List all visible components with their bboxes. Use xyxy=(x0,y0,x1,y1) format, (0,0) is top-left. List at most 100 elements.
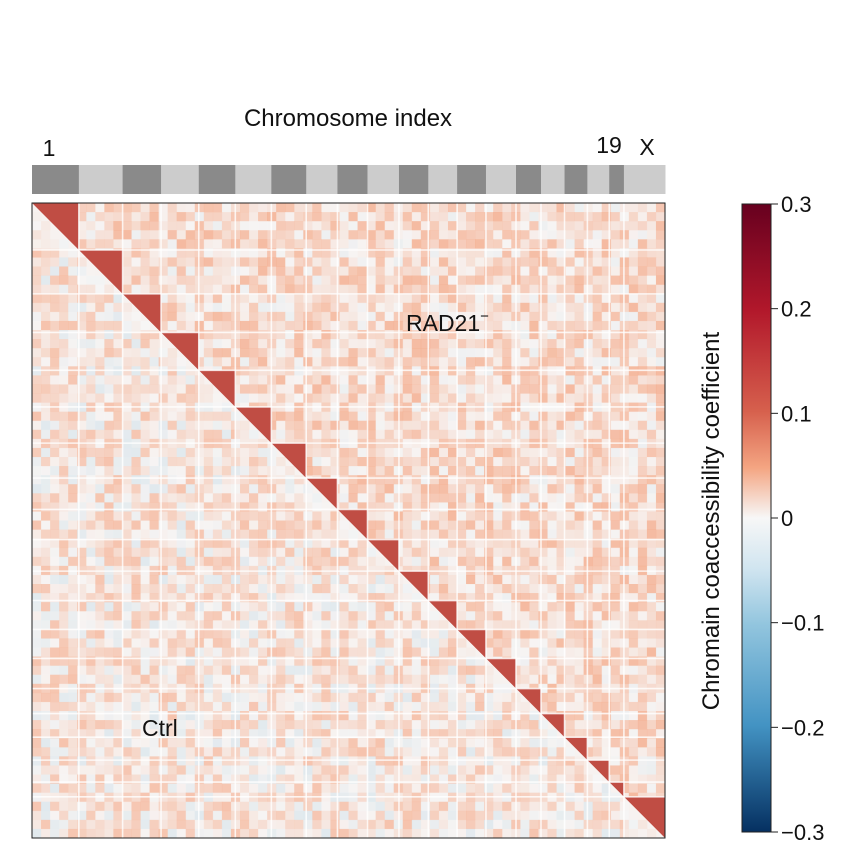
heatmap-cell xyxy=(303,248,313,258)
heatmap-cell xyxy=(628,330,639,340)
heatmap-cell xyxy=(32,720,42,730)
heatmap-cell xyxy=(520,656,530,667)
heatmap-cell xyxy=(158,411,169,422)
heatmap-cell xyxy=(447,720,458,730)
within-chromosome-block-ctrl-1 xyxy=(32,203,79,251)
heatmap-cell xyxy=(212,819,223,830)
heatmap-cell xyxy=(366,420,377,431)
heatmap-cell xyxy=(556,311,566,322)
heatmap-cell xyxy=(258,774,268,784)
heatmap-cell xyxy=(493,729,503,739)
heatmap-cell xyxy=(212,638,223,648)
heatmap-cell xyxy=(104,493,114,503)
heatmap-cell xyxy=(276,756,286,766)
heatmap-cell xyxy=(68,538,78,549)
heatmap-cell xyxy=(457,320,467,331)
heatmap-cell xyxy=(466,203,476,213)
heatmap-cell xyxy=(32,747,42,757)
heatmap-cell xyxy=(556,493,566,503)
heatmap-cell xyxy=(592,484,603,494)
heatmap-cell xyxy=(276,221,286,231)
heatmap-cell xyxy=(637,647,648,657)
heatmap-cell xyxy=(447,493,458,503)
heatmap-cell xyxy=(493,747,503,757)
heatmap-cell xyxy=(312,692,322,703)
heatmap-cell xyxy=(249,647,259,657)
heatmap-cell xyxy=(149,502,159,512)
heatmap-cell xyxy=(438,257,449,267)
heatmap-cell xyxy=(655,357,665,367)
heatmap-cell xyxy=(438,747,449,757)
heatmap-cell xyxy=(447,212,458,222)
heatmap-cell xyxy=(484,810,494,821)
heatmap-cell xyxy=(41,248,51,258)
heatmap-cell xyxy=(86,447,96,458)
heatmap-cell xyxy=(637,293,648,304)
heatmap-cell xyxy=(176,756,187,766)
heatmap-cell xyxy=(429,538,440,549)
heatmap-cell xyxy=(583,275,594,286)
heatmap-cell xyxy=(330,665,340,676)
heatmap-cell xyxy=(601,783,612,794)
heatmap-cell xyxy=(366,257,377,267)
heatmap-cell xyxy=(384,493,395,503)
heatmap-cell xyxy=(185,747,196,757)
heatmap-cell xyxy=(276,266,286,276)
heatmap-cell xyxy=(348,665,358,676)
heatmap-cell xyxy=(312,284,322,295)
heatmap-cell xyxy=(655,230,665,240)
heatmap-cell xyxy=(104,411,114,422)
heatmap-cell xyxy=(357,556,367,567)
heatmap-cell xyxy=(239,466,250,476)
heatmap-cell xyxy=(520,302,530,313)
heatmap-cell xyxy=(628,593,639,603)
heatmap-cell xyxy=(637,357,648,367)
heatmap-cell xyxy=(438,665,449,676)
heatmap-cell xyxy=(294,747,304,757)
heatmap-cell xyxy=(610,756,621,766)
heatmap-cell xyxy=(402,320,413,331)
heatmap-cell xyxy=(339,638,349,648)
heatmap-cell xyxy=(565,411,575,422)
heatmap-cell xyxy=(357,203,367,213)
heatmap-cell xyxy=(321,230,331,240)
heatmap-cell xyxy=(50,828,60,838)
heatmap-cell xyxy=(529,765,539,775)
heatmap-cell xyxy=(457,275,467,286)
heatmap-cell xyxy=(538,747,548,757)
heatmap-cell xyxy=(249,810,259,821)
heatmap-cell xyxy=(565,647,575,657)
heatmap-cell xyxy=(484,311,494,322)
heatmap-cell xyxy=(637,620,648,630)
heatmap-cell xyxy=(285,665,295,676)
heatmap-cell xyxy=(556,221,566,231)
heatmap-cell xyxy=(212,774,223,784)
heatmap-cell xyxy=(438,330,449,340)
heatmap-cell xyxy=(348,647,358,657)
heatmap-cell xyxy=(655,783,665,794)
heatmap-cell xyxy=(149,647,159,657)
heatmap-cell xyxy=(547,647,557,657)
heatmap-cell xyxy=(258,828,268,838)
heatmap-cell xyxy=(655,774,665,784)
heatmap-cell xyxy=(185,221,196,231)
heatmap-cell xyxy=(303,665,313,676)
chromosome-bar-segment-2 xyxy=(78,165,124,194)
heatmap-cell xyxy=(203,556,214,567)
heatmap-cell xyxy=(429,819,440,830)
heatmap-cell xyxy=(104,466,114,476)
heatmap-cell xyxy=(348,783,358,794)
heatmap-cell xyxy=(294,665,304,676)
heatmap-cell xyxy=(330,221,340,231)
heatmap-cell xyxy=(339,774,349,784)
heatmap-cell xyxy=(475,765,485,775)
heatmap-cell xyxy=(610,257,621,267)
heatmap-cell xyxy=(628,602,639,612)
heatmap-cell xyxy=(77,819,87,830)
heatmap-cell xyxy=(59,320,69,331)
heatmap-cell xyxy=(646,311,657,322)
heatmap-cell xyxy=(583,647,594,657)
heatmap-cell xyxy=(538,674,548,685)
heatmap-cell xyxy=(565,593,575,603)
heatmap-cell xyxy=(239,711,250,721)
